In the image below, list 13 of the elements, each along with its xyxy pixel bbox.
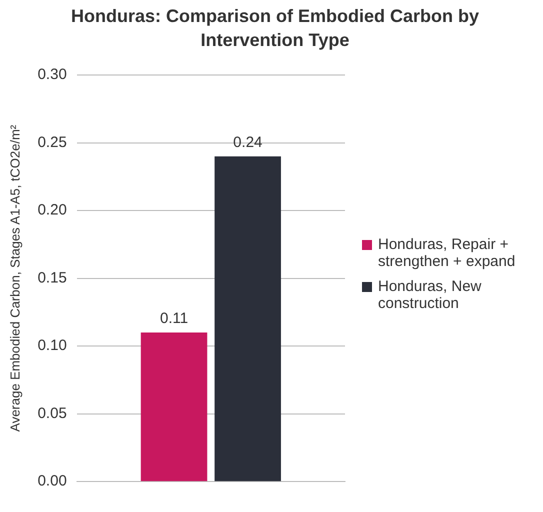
- y-tick-label: 0.10: [38, 337, 67, 354]
- y-axis-title: Average Embodied Carbon, Stages A1-A5, tCO2e/m²: [7, 124, 22, 432]
- data-label: 0.24: [233, 134, 262, 151]
- legend-label: Honduras, Repair + strengthen + expand: [378, 236, 516, 270]
- y-tick-label: 0.15: [38, 269, 67, 286]
- y-tick-label: 0.05: [38, 404, 67, 422]
- y-tick-label: 0.30: [38, 66, 67, 84]
- data-label: 0.11: [160, 310, 188, 328]
- y-tick-label: 0.25: [38, 134, 67, 151]
- y-tick-label: 0.00: [38, 472, 67, 490]
- y-tick-label: 0.20: [38, 202, 67, 219]
- legend-label: Honduras, New construction: [378, 278, 482, 312]
- chart-title: Honduras: Comparison of Embodied Carbon by Intervention Type: [70, 5, 480, 52]
